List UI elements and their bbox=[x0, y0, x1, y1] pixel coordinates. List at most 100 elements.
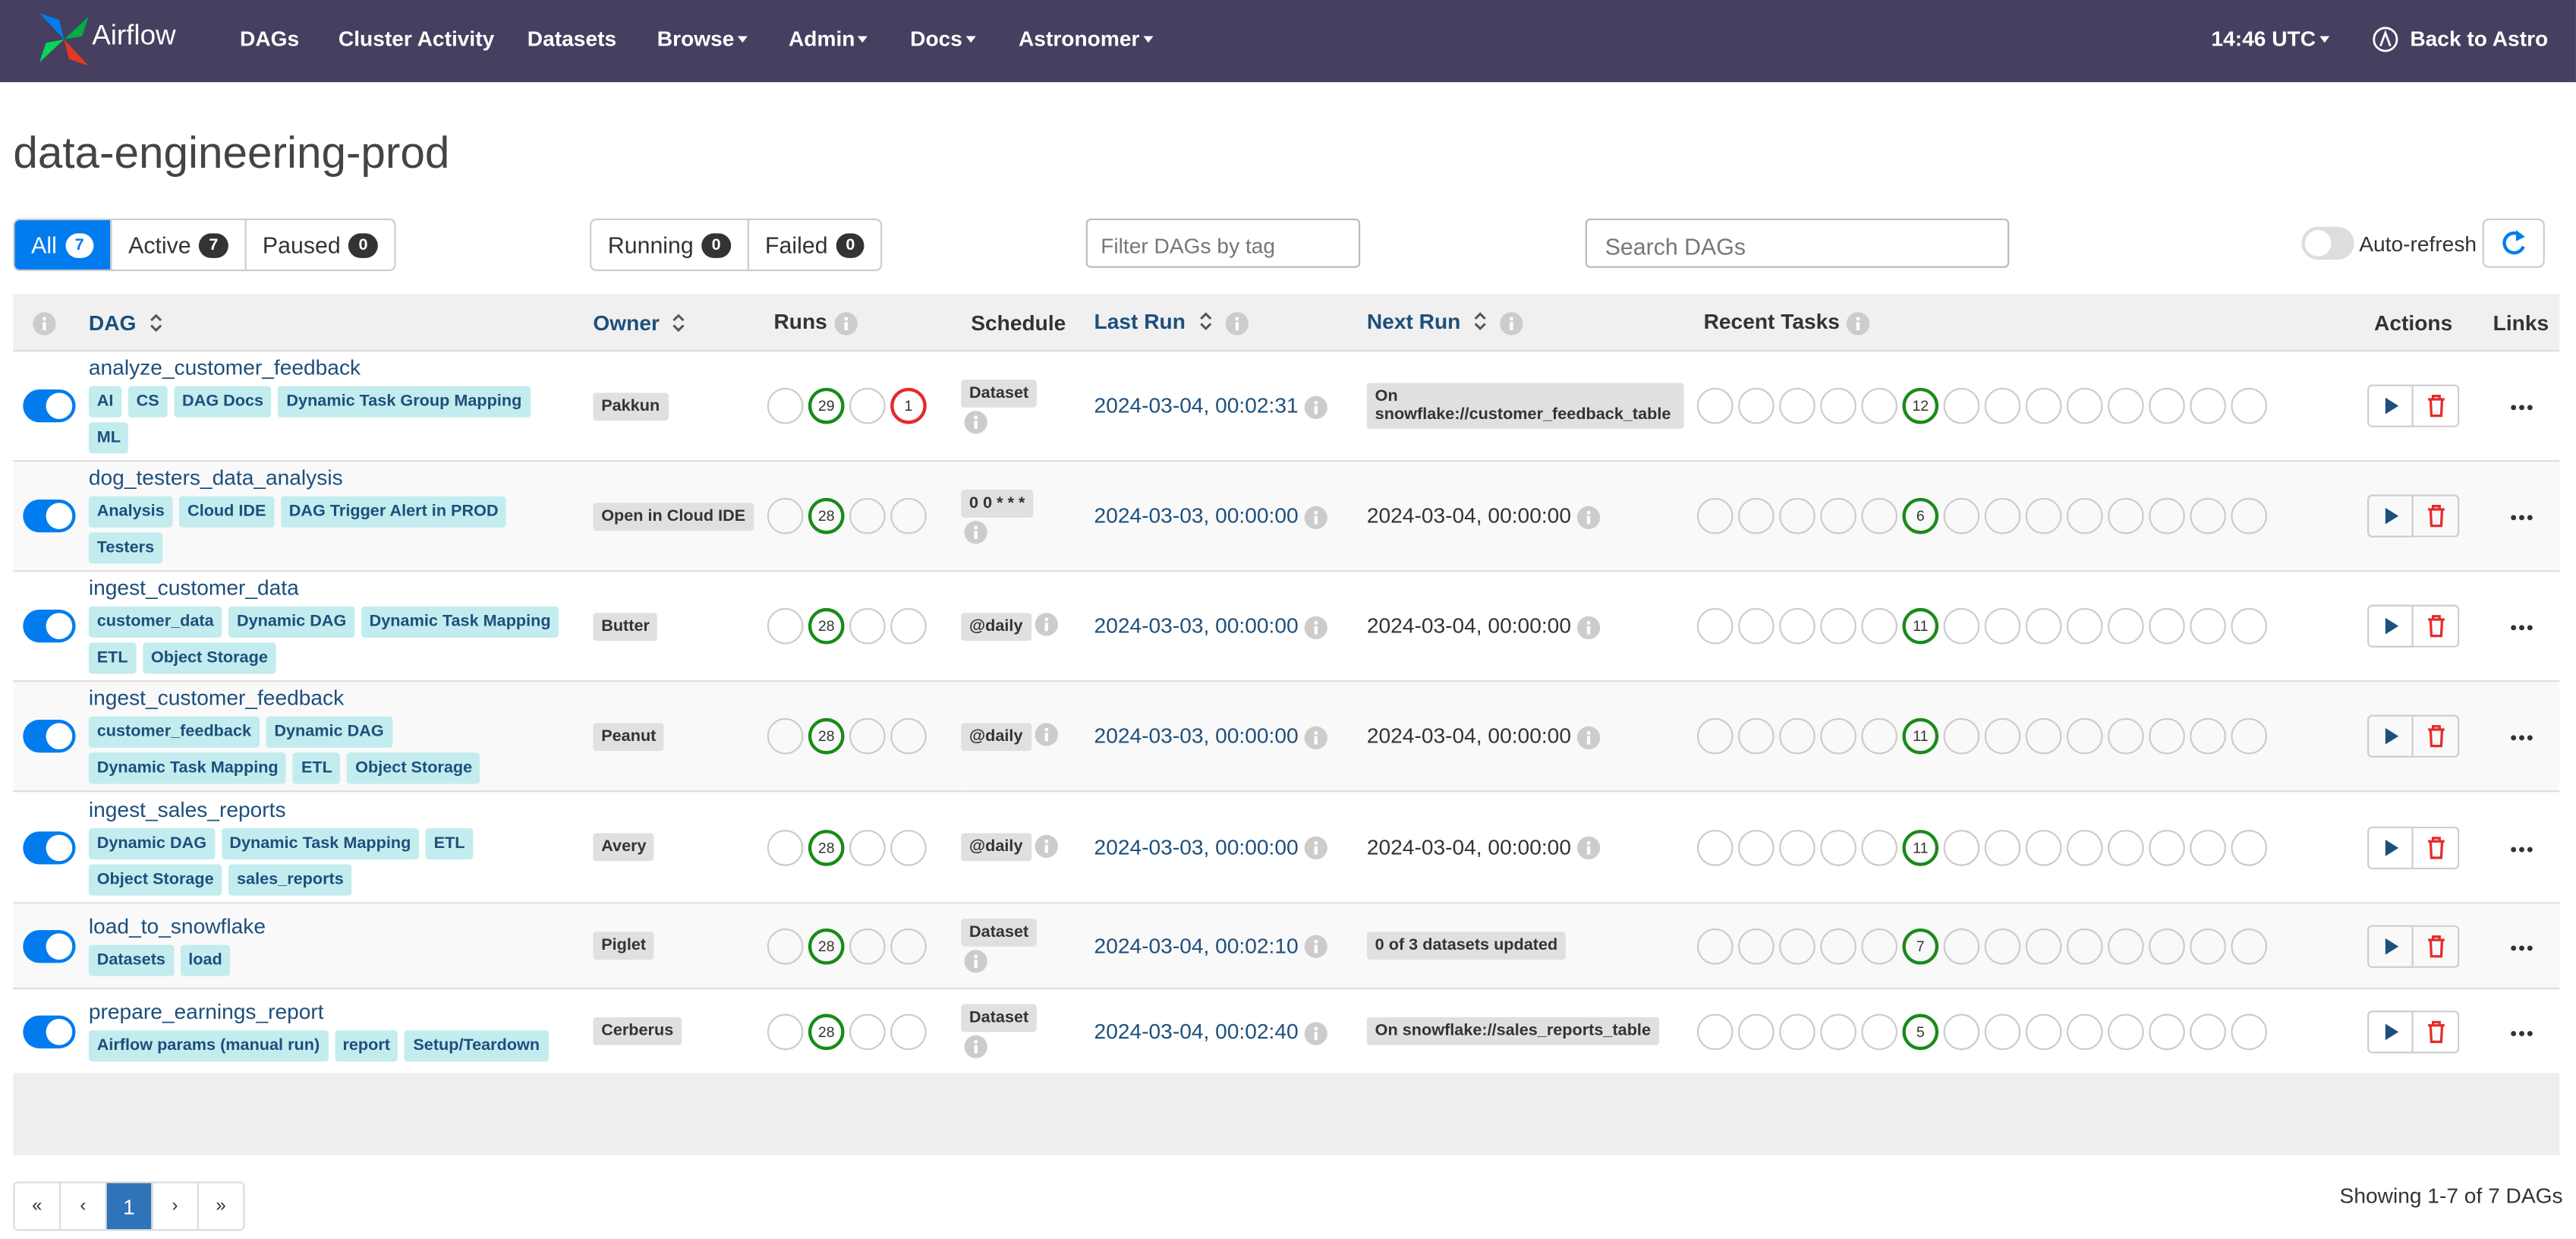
nav-item[interactable]: Astronomer bbox=[1019, 27, 1153, 51]
run-circle[interactable] bbox=[890, 829, 927, 865]
logo[interactable] bbox=[36, 7, 93, 73]
header-cell[interactable]: Owner bbox=[583, 294, 764, 351]
task-circle[interactable] bbox=[1861, 928, 1897, 964]
delete-button[interactable] bbox=[2414, 826, 2460, 869]
task-circle[interactable] bbox=[2231, 388, 2267, 424]
task-circle[interactable] bbox=[1944, 608, 1980, 645]
pause-toggle[interactable] bbox=[23, 831, 75, 863]
links-menu[interactable] bbox=[2508, 725, 2534, 748]
owner[interactable]: Open in Cloud IDE bbox=[593, 502, 754, 530]
task-circle[interactable] bbox=[1820, 1014, 1856, 1050]
run-success[interactable]: 28 bbox=[808, 829, 845, 865]
task-circle[interactable] bbox=[2149, 1014, 2185, 1050]
header-cell[interactable]: DAG bbox=[79, 294, 584, 351]
task-circle[interactable] bbox=[2067, 608, 2103, 645]
filter-button[interactable]: All7 bbox=[14, 220, 112, 270]
tag[interactable]: Airflow params (manual run) bbox=[89, 1030, 328, 1061]
run-circle[interactable] bbox=[849, 829, 886, 865]
last-run[interactable]: 2024-03-04, 00:02:40 bbox=[1094, 1019, 1299, 1043]
task-circle[interactable] bbox=[2231, 608, 2267, 645]
header-cell[interactable]: Last Run bbox=[1085, 294, 1357, 351]
header-cell[interactable]: Next Run bbox=[1357, 294, 1694, 351]
tag[interactable]: Testers bbox=[89, 532, 162, 563]
page-link[interactable]: » bbox=[199, 1183, 243, 1229]
delete-button[interactable] bbox=[2414, 384, 2460, 427]
trigger-button[interactable] bbox=[2367, 605, 2414, 648]
run-circle[interactable] bbox=[767, 608, 804, 645]
auto-refresh-toggle[interactable] bbox=[2301, 227, 2354, 260]
dag-name[interactable]: analyze_customer_feedback bbox=[89, 355, 574, 380]
task-circle[interactable] bbox=[1779, 388, 1815, 424]
tag[interactable]: Dynamic Task Group Mapping bbox=[279, 386, 531, 418]
task-circle[interactable] bbox=[1779, 608, 1815, 645]
task-circle[interactable] bbox=[2149, 829, 2185, 865]
tag[interactable]: ETL bbox=[426, 828, 474, 859]
task-circle[interactable] bbox=[2231, 1014, 2267, 1050]
last-run[interactable]: 2024-03-04, 00:02:31 bbox=[1094, 393, 1299, 417]
task-circle[interactable] bbox=[1697, 829, 1734, 865]
task-circle[interactable] bbox=[2190, 1014, 2226, 1050]
run-success[interactable]: 29 bbox=[808, 388, 845, 424]
pause-toggle[interactable] bbox=[23, 500, 75, 532]
back-link[interactable]: Back to Astro bbox=[2410, 27, 2548, 51]
task-circle[interactable] bbox=[2108, 388, 2144, 424]
task-circle[interactable] bbox=[2067, 1014, 2103, 1050]
delete-button[interactable] bbox=[2414, 495, 2460, 538]
task-circle[interactable] bbox=[2026, 608, 2062, 645]
tag-filter[interactable]: Filter DAGs by tag bbox=[1086, 219, 1360, 268]
task-circle[interactable] bbox=[2026, 829, 2062, 865]
run-circle[interactable] bbox=[849, 498, 886, 534]
page-link[interactable]: › bbox=[153, 1183, 199, 1229]
clock[interactable]: 14:46 UTC bbox=[2211, 27, 2329, 51]
task-circle[interactable] bbox=[1861, 829, 1897, 865]
run-circle[interactable] bbox=[767, 388, 804, 424]
nav-item[interactable]: Docs bbox=[910, 27, 975, 51]
pause-toggle[interactable] bbox=[23, 929, 75, 962]
trigger-button[interactable] bbox=[2367, 495, 2414, 538]
owner[interactable]: Butter bbox=[593, 612, 657, 640]
trigger-button[interactable] bbox=[2367, 384, 2414, 427]
task-circle[interactable] bbox=[2190, 388, 2226, 424]
task-circle[interactable] bbox=[1738, 718, 1775, 755]
tag[interactable]: ML bbox=[89, 422, 129, 453]
trigger-button[interactable] bbox=[2367, 715, 2414, 758]
tag[interactable]: Object Storage bbox=[89, 863, 222, 894]
dag-name[interactable]: ingest_customer_feedback bbox=[89, 686, 574, 710]
task-circle[interactable] bbox=[1738, 928, 1775, 964]
tag[interactable]: CS bbox=[128, 386, 168, 418]
task-circle[interactable] bbox=[2026, 388, 2062, 424]
tag[interactable]: Dynamic Task Mapping bbox=[222, 828, 420, 859]
tag[interactable]: Dynamic Task Mapping bbox=[89, 752, 287, 783]
pause-toggle[interactable] bbox=[23, 1015, 75, 1048]
task-success[interactable]: 5 bbox=[1902, 1014, 1938, 1050]
owner[interactable]: Peanut bbox=[593, 722, 664, 750]
tag[interactable]: ETL bbox=[293, 752, 341, 783]
task-circle[interactable] bbox=[2149, 608, 2185, 645]
nav-item[interactable]: DAGs bbox=[240, 27, 299, 51]
task-circle[interactable] bbox=[1738, 498, 1775, 534]
tag[interactable]: customer_data bbox=[89, 607, 222, 638]
tag[interactable]: Dynamic DAG bbox=[228, 607, 354, 638]
task-circle[interactable] bbox=[2026, 928, 2062, 964]
task-circle[interactable] bbox=[2149, 718, 2185, 755]
dag-name[interactable]: ingest_sales_reports bbox=[89, 796, 574, 821]
task-circle[interactable] bbox=[2026, 498, 2062, 534]
task-circle[interactable] bbox=[2190, 928, 2226, 964]
page-link[interactable]: 1 bbox=[107, 1183, 153, 1229]
task-circle[interactable] bbox=[2231, 829, 2267, 865]
run-success[interactable]: 28 bbox=[808, 498, 845, 534]
task-circle[interactable] bbox=[1944, 718, 1980, 755]
trigger-button[interactable] bbox=[2367, 925, 2414, 967]
run-circle[interactable] bbox=[890, 928, 927, 964]
task-circle[interactable] bbox=[2231, 718, 2267, 755]
task-success[interactable]: 6 bbox=[1902, 498, 1938, 534]
dag-name[interactable]: prepare_earnings_report bbox=[89, 998, 574, 1023]
brand[interactable]: Airflow bbox=[92, 20, 175, 52]
task-circle[interactable] bbox=[2231, 498, 2267, 534]
refresh-button[interactable] bbox=[2483, 219, 2545, 268]
tag[interactable]: customer_feedback bbox=[89, 717, 260, 748]
task-circle[interactable] bbox=[1985, 388, 2021, 424]
page-link[interactable]: ‹ bbox=[61, 1183, 107, 1229]
task-circle[interactable] bbox=[1944, 498, 1980, 534]
run-success[interactable]: 28 bbox=[808, 928, 845, 964]
